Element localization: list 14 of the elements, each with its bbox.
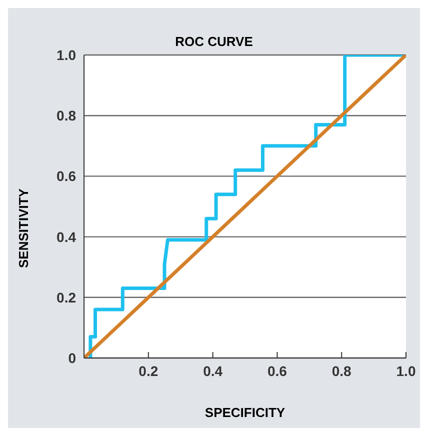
- y-tick-label: 0.8: [56, 108, 76, 124]
- x-tick-label: 0.6: [267, 362, 288, 379]
- y-axis-title: SENSITIVITY: [16, 188, 31, 268]
- y-tick-label: 0.2: [56, 289, 76, 306]
- chart-title: ROC CURVE: [175, 34, 253, 49]
- y-tick-label: 1.0: [56, 46, 76, 63]
- x-tick-label: 1.0: [396, 362, 416, 379]
- x-tick-label: 0.4: [203, 362, 223, 379]
- x-axis-title: SPECIFICITY: [204, 405, 286, 420]
- y-tick-label: 0: [68, 350, 76, 366]
- x-tick-label: 0.8: [332, 362, 352, 379]
- y-tick-label: 0.6: [56, 168, 76, 184]
- y-tick-label: 0.4: [56, 228, 76, 245]
- x-tick-label: 0.2: [138, 362, 158, 379]
